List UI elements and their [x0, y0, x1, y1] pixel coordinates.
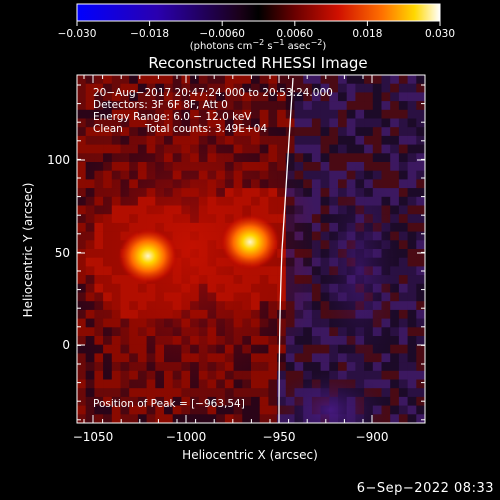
colorbar-unit-label: (photons cm−2 s−1 asec−2): [190, 38, 327, 52]
footer-date: 6−Sep−2022 08:33: [356, 481, 494, 496]
plot-title: Reconstructed RHESSI Image: [148, 54, 367, 72]
colorbar-tick-label: 0.0060: [276, 28, 313, 40]
peak-position: Position of Peak = [−963,54]: [93, 398, 245, 410]
info-time-range: 20−Aug−2017 20:47:24.000 to 20:53:24.000: [93, 87, 333, 99]
colorbar-ticks: −0.030 −0.018 −0.0060 0.0060 0.018 0.030: [58, 21, 455, 40]
x-tick-label: −900: [356, 430, 389, 444]
info-method: Clean: [93, 123, 123, 135]
rhessi-image: [77, 75, 425, 423]
x-tick-label: −950: [263, 430, 296, 444]
y-axis-label: Heliocentric Y (arcsec): [21, 183, 35, 318]
flare-source-left: [118, 228, 178, 284]
x-axis-label: Heliocentric X (arcsec): [182, 448, 318, 462]
y-tick-label: 50: [55, 246, 70, 260]
info-detectors: Detectors: 3F 6F 8F, Att 0: [93, 99, 228, 111]
info-energy-range: Energy Range: 6.0 − 12.0 keV: [93, 111, 252, 123]
axis-ticks: −1050 −1000 −950 −900 100 50 0: [47, 75, 425, 444]
colorbar-tick-label: 0.018: [352, 28, 382, 40]
x-tick-label: −1000: [166, 430, 207, 444]
flare-source-right: [220, 214, 280, 270]
info-total-counts: Total counts: 3.49E+04: [144, 123, 267, 135]
solar-limb: [278, 77, 294, 423]
colorbar-tick-label: −0.0060: [199, 28, 245, 40]
colorbar-tick-label: 0.030: [425, 28, 455, 40]
colorbar: [76, 3, 441, 22]
colorbar-tick-label: −0.018: [130, 28, 169, 40]
x-tick-label: −1050: [73, 430, 114, 444]
y-tick-label: 0: [62, 338, 70, 352]
colorbar-tick-label: −0.030: [58, 28, 97, 40]
y-tick-label: 100: [47, 153, 70, 167]
